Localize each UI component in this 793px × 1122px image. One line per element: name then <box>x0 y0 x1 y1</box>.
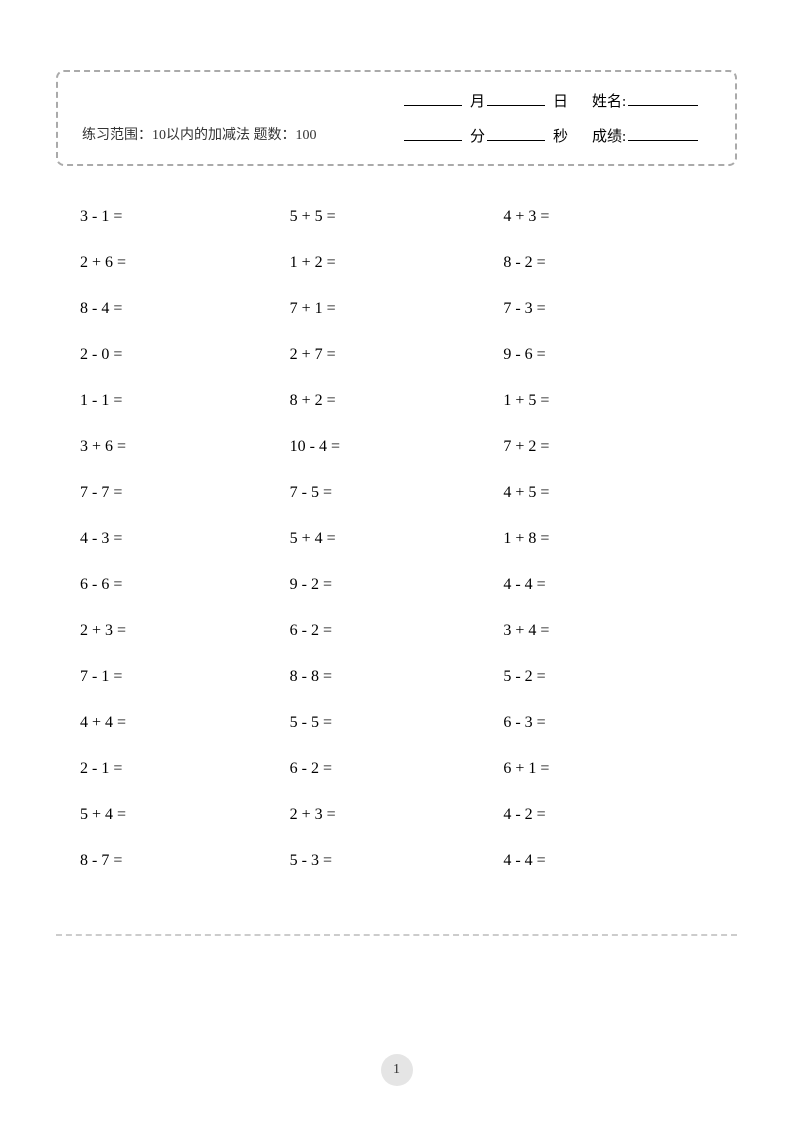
problem: 6 - 6 = <box>76 562 290 608</box>
problem: 4 + 3 = <box>503 194 717 240</box>
problem: 4 + 5 = <box>503 470 717 516</box>
bottom-divider <box>56 934 737 936</box>
problems-col-1: 3 - 1 = 2 + 6 = 8 - 4 = 2 - 0 = 1 - 1 = … <box>76 194 290 884</box>
problem: 1 + 8 = <box>503 516 717 562</box>
page-number-wrap: 1 <box>0 1054 793 1086</box>
problem: 6 - 2 = <box>290 746 504 792</box>
problem: 7 - 5 = <box>290 470 504 516</box>
problem: 9 - 2 = <box>290 562 504 608</box>
problem: 6 - 3 = <box>503 700 717 746</box>
problem: 5 - 3 = <box>290 838 504 884</box>
problem: 5 + 4 = <box>76 792 290 838</box>
problem: 5 - 2 = <box>503 654 717 700</box>
problem: 5 - 5 = <box>290 700 504 746</box>
header-box: 月 日 姓名: 练习范围：10以内的加减法 题数：100 分 秒 成绩: <box>56 70 737 166</box>
problem: 8 - 2 = <box>503 240 717 286</box>
problems-grid: 3 - 1 = 2 + 6 = 8 - 4 = 2 - 0 = 1 - 1 = … <box>56 194 737 884</box>
problem: 5 + 5 = <box>290 194 504 240</box>
problem: 4 - 4 = <box>503 562 717 608</box>
time-score-row: 分 秒 成绩: <box>402 125 711 146</box>
problem: 10 - 4 = <box>290 424 504 470</box>
header-row-1: 月 日 姓名: <box>82 90 711 111</box>
score-blank <box>628 140 698 141</box>
minute-label: 分 <box>470 125 485 146</box>
problems-col-2: 5 + 5 = 1 + 2 = 7 + 1 = 2 + 7 = 8 + 2 = … <box>290 194 504 884</box>
worksheet-page: 月 日 姓名: 练习范围：10以内的加减法 题数：100 分 秒 成绩: 3 -… <box>0 0 793 1006</box>
minute-blank <box>404 140 462 141</box>
page-number: 1 <box>381 1054 413 1086</box>
problem: 8 + 2 = <box>290 378 504 424</box>
problem: 1 + 5 = <box>503 378 717 424</box>
problem: 8 - 4 = <box>76 286 290 332</box>
problem: 2 + 7 = <box>290 332 504 378</box>
problem: 3 + 4 = <box>503 608 717 654</box>
problem: 3 - 1 = <box>76 194 290 240</box>
problem: 7 + 1 = <box>290 286 504 332</box>
second-blank <box>487 140 545 141</box>
problem: 2 + 3 = <box>290 792 504 838</box>
problem: 7 - 1 = <box>76 654 290 700</box>
month-blank <box>404 105 462 106</box>
second-label: 秒 <box>553 125 568 146</box>
problem: 7 + 2 = <box>503 424 717 470</box>
day-blank <box>487 105 545 106</box>
score-label: 成绩: <box>592 125 626 146</box>
problem: 9 - 6 = <box>503 332 717 378</box>
problem: 5 + 4 = <box>290 516 504 562</box>
problem: 2 + 6 = <box>76 240 290 286</box>
problem: 4 - 2 = <box>503 792 717 838</box>
problems-col-3: 4 + 3 = 8 - 2 = 7 - 3 = 9 - 6 = 1 + 5 = … <box>503 194 717 884</box>
day-label: 日 <box>553 90 568 111</box>
practice-info: 练习范围：10以内的加减法 题数：100 <box>82 125 402 146</box>
problem: 6 - 2 = <box>290 608 504 654</box>
name-label: 姓名: <box>592 90 626 111</box>
problem: 3 + 6 = <box>76 424 290 470</box>
problem: 4 - 3 = <box>76 516 290 562</box>
date-name-row: 月 日 姓名: <box>402 90 711 111</box>
problem: 7 - 3 = <box>503 286 717 332</box>
name-blank <box>628 105 698 106</box>
problem: 2 + 3 = <box>76 608 290 654</box>
problem: 1 + 2 = <box>290 240 504 286</box>
problem: 7 - 7 = <box>76 470 290 516</box>
problem: 2 - 0 = <box>76 332 290 378</box>
problem: 8 - 8 = <box>290 654 504 700</box>
problem: 4 - 4 = <box>503 838 717 884</box>
problem: 2 - 1 = <box>76 746 290 792</box>
problem: 1 - 1 = <box>76 378 290 424</box>
problem: 4 + 4 = <box>76 700 290 746</box>
problem: 8 - 7 = <box>76 838 290 884</box>
header-row-2: 练习范围：10以内的加减法 题数：100 分 秒 成绩: <box>82 125 711 146</box>
month-label: 月 <box>470 90 485 111</box>
problem: 6 + 1 = <box>503 746 717 792</box>
